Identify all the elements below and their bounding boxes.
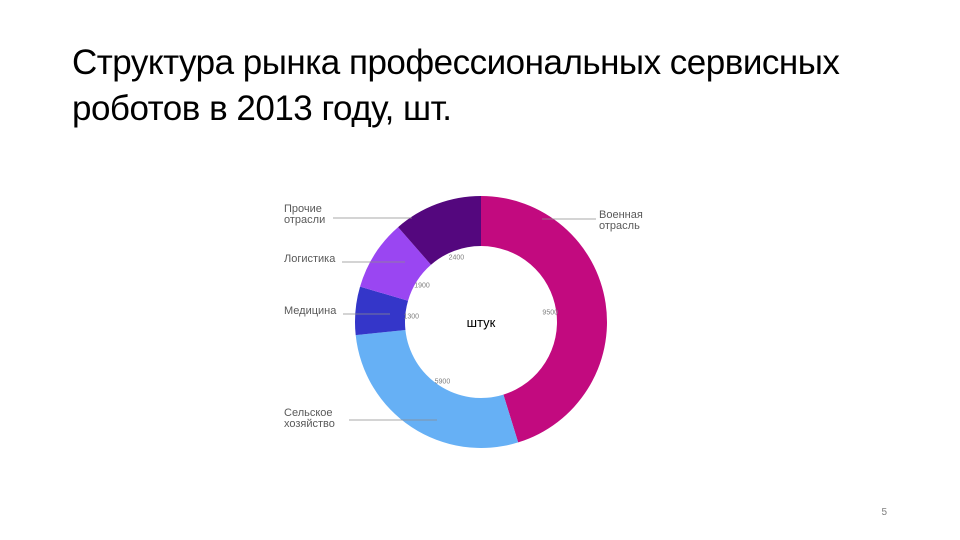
slide-title-line-2: роботов в 2013 году, шт. bbox=[72, 89, 452, 128]
slide-title-line-1: Структура рынка профессиональных сервисн… bbox=[72, 43, 840, 82]
category-label-agriculture: Сельское хозяйство bbox=[284, 407, 335, 430]
donut-slice-agriculture bbox=[355, 329, 519, 448]
category-label-medicine: Медицина bbox=[284, 305, 337, 317]
slide-title: Структура рынка профессиональных сервисн… bbox=[72, 40, 892, 132]
value-label-other: 2400 bbox=[449, 254, 465, 261]
donut-center-label: штук bbox=[467, 315, 496, 330]
category-label-military: Военная отрасль bbox=[599, 209, 643, 232]
value-label-agriculture: 5900 bbox=[435, 378, 451, 385]
value-label-medicine: 1300 bbox=[403, 314, 419, 321]
value-label-logistics: 1900 bbox=[414, 282, 430, 289]
category-label-logistics: Логистика bbox=[284, 253, 336, 265]
donut-slice-other bbox=[398, 196, 481, 265]
donut-slice-logistics bbox=[360, 227, 431, 301]
donut-slice-medicine bbox=[355, 286, 409, 336]
donut-slice-military bbox=[481, 196, 608, 443]
value-label-military: 9500 bbox=[542, 310, 558, 317]
category-label-other: Прочие отрасли bbox=[284, 203, 325, 226]
page-number: 5 bbox=[881, 507, 887, 518]
